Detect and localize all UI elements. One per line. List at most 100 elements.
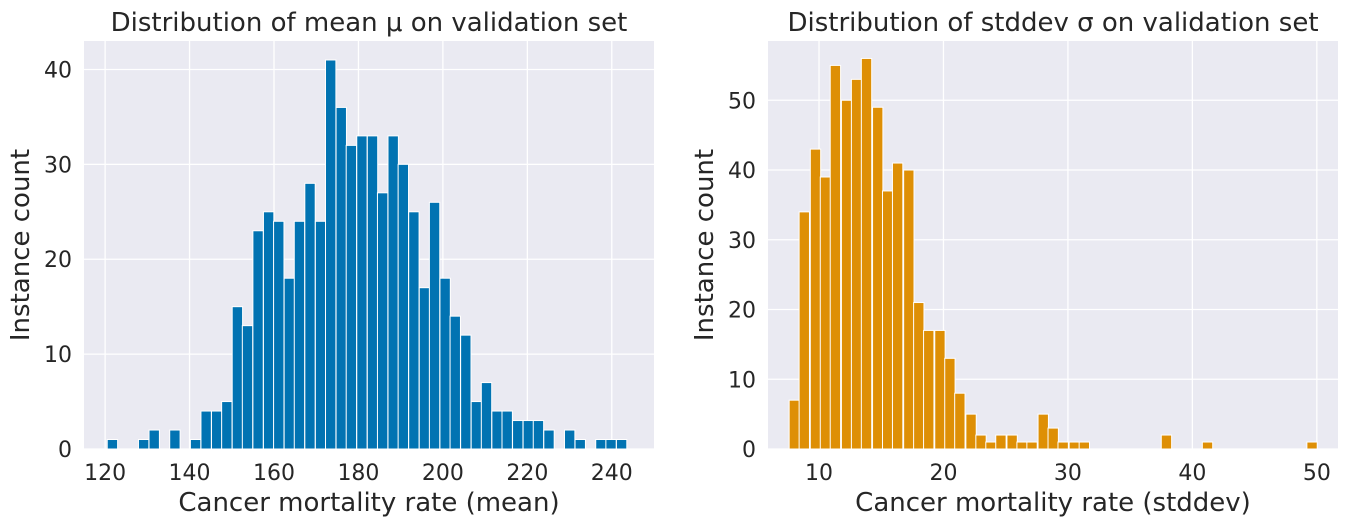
stddev-y-tick-label: 50 <box>728 89 756 114</box>
stddev-histogram-bar <box>788 399 801 450</box>
stddev-histogram-bar <box>1047 427 1059 450</box>
mean-y-tick-label: 30 <box>44 153 72 178</box>
mean-histogram-bar <box>428 201 441 450</box>
stddev-histogram-bar <box>1160 434 1173 450</box>
stddev-histogram-bar <box>995 434 1007 450</box>
stddev-histogram-bar <box>829 64 842 450</box>
stddev-histogram-panel: 10 20 30 40 50 0 10 20 30 40 50 Distribution of s… <box>690 8 1338 518</box>
mean-histogram-bar <box>366 135 379 450</box>
mean-histogram-bar <box>221 401 233 450</box>
mean-histogram-bar <box>293 220 306 450</box>
mean-histogram-bar <box>356 135 368 450</box>
stddev-histogram-bar <box>809 148 822 450</box>
mean-histogram-bar <box>241 325 254 450</box>
mean-histogram-bar <box>325 59 337 450</box>
stddev-histogram-bar <box>985 441 997 450</box>
mean-histogram-bar <box>335 106 347 450</box>
mean-histogram-bar <box>106 439 119 450</box>
stddev-bars <box>788 57 1318 450</box>
mean-histogram-bar <box>418 287 431 450</box>
stddev-x-tick-label: 20 <box>929 461 957 486</box>
mean-x-tick-label: 220 <box>506 461 548 486</box>
stddev-histogram-bar <box>1201 441 1214 450</box>
mean-histogram-bar <box>345 144 358 450</box>
stddev-histogram-bar <box>1006 434 1018 450</box>
mean-histogram-bar <box>189 439 202 450</box>
mean-histogram-bar <box>574 439 586 450</box>
mean-histogram-bar <box>387 135 399 450</box>
mean-histogram-bar <box>605 439 617 450</box>
mean-histogram-bar <box>512 420 524 450</box>
stddev-histogram-bar <box>881 190 894 450</box>
stddev-histogram-bar <box>860 57 873 450</box>
mean-histogram-bar <box>449 315 461 450</box>
stddev-histogram-bar <box>903 169 915 450</box>
stddev-histogram-bar <box>1068 441 1081 450</box>
mean-y-tick-label: 0 <box>58 438 72 463</box>
mean-x-tick-label: 160 <box>253 461 295 486</box>
mean-histogram-bar <box>439 277 451 450</box>
mean-histogram-bar <box>563 429 576 450</box>
mean-chart-title: Distribution of mean μ on validation set <box>111 8 628 38</box>
stddev-histogram-bar <box>1016 441 1028 450</box>
stddev-histogram-bar <box>975 434 987 450</box>
mean-histogram-bar <box>273 220 285 450</box>
mean-histogram-bar <box>148 429 160 450</box>
mean-histogram-bar <box>543 429 555 450</box>
mean-bars <box>106 59 628 450</box>
mean-histogram-bar <box>314 220 327 450</box>
mean-histogram-bar <box>595 439 607 450</box>
mean-y-axis-label: Instance count <box>6 149 36 341</box>
stddev-histogram-bar <box>1078 441 1090 450</box>
stddev-histogram-bar <box>954 392 966 450</box>
stddev-histogram-bar <box>1037 413 1049 450</box>
mean-histogram-bar <box>169 429 181 450</box>
mean-histogram-bar <box>211 410 223 450</box>
stddev-histogram-bar <box>850 78 863 450</box>
stddev-y-tick-label: 30 <box>728 229 756 254</box>
stddev-x-axis-label: Cancer mortality rate (stddev) <box>855 488 1251 518</box>
stddev-x-tick-label: 40 <box>1178 461 1206 486</box>
stddev-histogram-bar <box>798 211 810 450</box>
mean-histogram-bar <box>397 163 410 450</box>
stddev-y-tick-label: 10 <box>728 368 756 393</box>
stddev-histogram-bar <box>923 329 935 450</box>
mean-x-tick-label: 180 <box>337 461 379 486</box>
mean-histogram-bar <box>304 182 316 450</box>
mean-x-tick-label: 240 <box>591 461 633 486</box>
stddev-y-tick-label: 20 <box>728 299 756 324</box>
mean-histogram-panel: 120 140 160 180 200 220 240 0 10 20 30 40 Distribu… <box>6 8 654 518</box>
stddev-histogram-bar <box>965 413 977 450</box>
mean-y-tick-label: 20 <box>44 248 72 273</box>
stddev-histogram-bar <box>1306 441 1318 450</box>
mean-histogram-bar <box>491 410 503 450</box>
stddev-histogram-bar <box>1026 441 1038 450</box>
stddev-histogram-bar <box>944 357 956 450</box>
stddev-histogram-bar <box>840 99 853 450</box>
mean-y-tick-label: 10 <box>44 343 72 368</box>
stddev-histogram-bar <box>891 162 904 450</box>
stddev-x-tick-label: 10 <box>805 461 833 486</box>
stddev-x-ticks: 10 20 30 40 50 <box>805 461 1331 486</box>
stddev-chart-title: Distribution of stddev σ on validation s… <box>787 8 1318 38</box>
stddev-x-tick-label: 30 <box>1054 461 1082 486</box>
mean-x-tick-label: 200 <box>422 461 464 486</box>
mean-histogram-bar <box>252 230 264 450</box>
mean-histogram-bar <box>200 410 212 450</box>
mean-histogram-bar <box>532 420 545 450</box>
mean-histogram-bar <box>137 439 150 450</box>
stddev-histogram-bar <box>934 329 946 450</box>
mean-histogram-bar <box>522 420 534 450</box>
mean-y-tick-label: 40 <box>44 58 72 83</box>
mean-x-tick-label: 120 <box>84 461 126 486</box>
mean-histogram-bar <box>480 382 493 450</box>
stddev-histogram-bar <box>872 106 884 450</box>
mean-y-ticks: 0 10 20 30 40 <box>44 58 72 463</box>
mean-histogram-bar <box>460 334 472 450</box>
stddev-y-ticks: 0 10 20 30 40 50 <box>728 89 756 463</box>
mean-x-tick-label: 140 <box>169 461 211 486</box>
stddev-histogram-bar <box>819 176 832 450</box>
stddev-histogram-bar <box>913 302 925 450</box>
mean-histogram-bar <box>408 211 420 450</box>
